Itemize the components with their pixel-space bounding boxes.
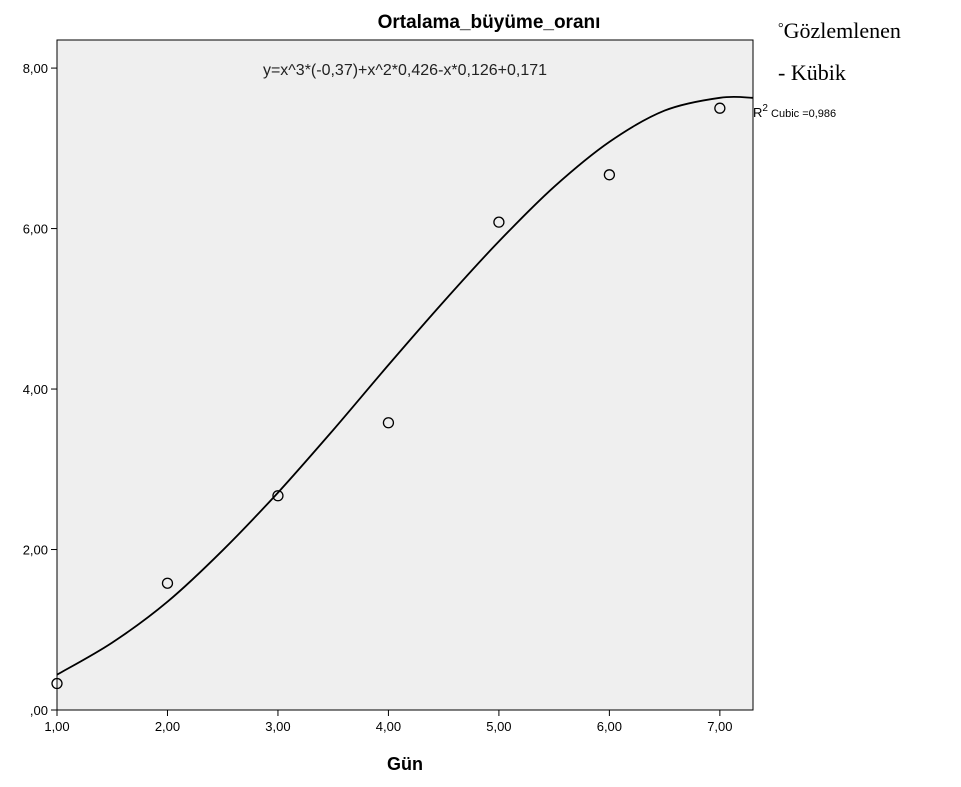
data-point: [493, 216, 505, 228]
x-tick-label: 1,00: [44, 719, 69, 734]
r2-superscript: 2: [762, 103, 768, 114]
data-point: [603, 169, 616, 181]
x-tick-label: 7,00: [707, 719, 732, 734]
x-axis-label: Gün: [387, 754, 423, 774]
legend-label-observed: Gözlemlenen: [784, 18, 901, 43]
x-tick-label: 6,00: [597, 719, 622, 734]
data-point: [272, 490, 284, 502]
r2-annotation: R2 Cubic =0,986: [753, 103, 836, 120]
legend-label-cubic: Kübik: [791, 60, 846, 85]
y-tick-label: 6,00: [23, 222, 48, 237]
x-tick-label: 3,00: [265, 719, 290, 734]
y-tick-label: 8,00: [23, 61, 48, 76]
legend: °Gözlemlenen - Kübik: [778, 18, 901, 85]
r2-value: Cubic =0,986: [768, 108, 836, 120]
x-tick-label: 4,00: [376, 719, 401, 734]
fit-line-layer: [56, 95, 754, 676]
plot-area: [56, 39, 754, 711]
equation-annotation: y=x^3*(-0,37)+x^2*0,426-x*0,126+0,171: [263, 62, 547, 79]
legend-symbol-open-circle: °: [778, 21, 784, 36]
y-axis: ,00 2,00 4,00 6,00 8,00: [23, 61, 57, 718]
y-tick-label: 4,00: [23, 382, 48, 397]
legend-item-cubic: - Kübik: [778, 60, 846, 85]
points-layer: [51, 102, 726, 690]
x-tick-label: 5,00: [486, 719, 511, 734]
y-tick-label: 2,00: [23, 543, 48, 558]
legend-symbol-line: -: [778, 60, 791, 85]
x-tick-label: 2,00: [155, 719, 180, 734]
data-point: [51, 677, 63, 690]
r2-prefix: R: [753, 105, 762, 120]
cubic-fit-line: [56, 95, 754, 676]
data-point: [161, 577, 174, 589]
x-axis: 1,00 2,00 3,00 4,00 5,00 6,00 7,00: [44, 710, 733, 734]
legend-item-observed: °Gözlemlenen: [778, 18, 901, 43]
chart-title: Ortalama_büyüme_oranı: [378, 12, 601, 33]
data-point: [714, 102, 726, 114]
y-tick-label: ,00: [30, 703, 48, 718]
data-point: [382, 417, 395, 429]
